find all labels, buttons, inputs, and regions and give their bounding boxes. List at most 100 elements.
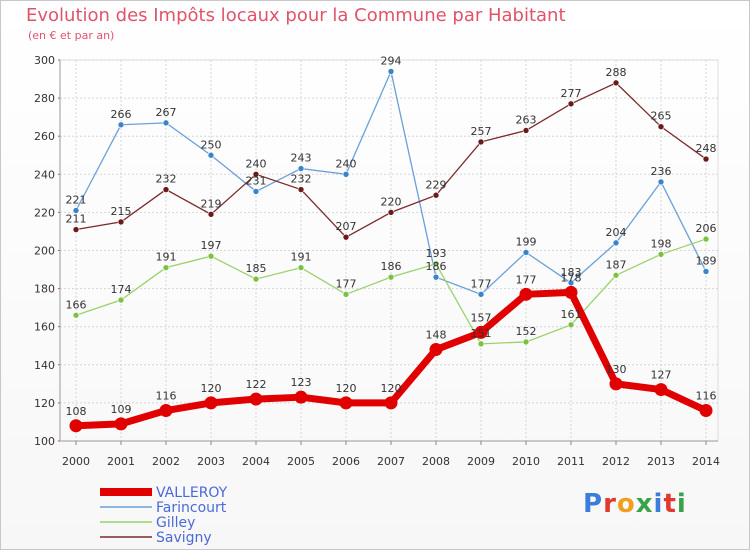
data-point-gilley [117,296,125,304]
data-point-savigny [387,209,395,216]
legend-label-farincourt: Farincourt [156,500,227,516]
data-point-farincourt [567,279,575,287]
data-label-valleroy: 178 [561,271,582,284]
y-tick-label: 300 [34,54,55,67]
data-label-valleroy: 127 [651,369,672,382]
data-point-savigny [72,226,80,233]
data-label-valleroy: 130 [606,363,627,376]
x-tick-label: 2007 [377,455,405,468]
data-label-valleroy: 122 [246,378,267,391]
legend-label-valleroy: VALLEROY [156,485,228,501]
data-point-savigny [162,186,170,193]
data-label-farincourt: 204 [606,226,627,239]
x-tick-label: 2004 [242,455,270,468]
x-tick-label: 2013 [647,455,675,468]
data-label-farincourt: 294 [381,54,402,67]
data-label-gilley: 198 [651,237,672,250]
data-label-savigny: 232 [291,173,312,186]
data-label-savigny: 229 [426,178,447,191]
data-label-valleroy: 120 [201,382,222,395]
data-label-farincourt: 266 [111,108,132,121]
data-point-valleroy [204,396,218,410]
data-label-valleroy: 123 [291,376,312,389]
x-tick-label: 2005 [287,455,315,468]
data-label-savigny: 211 [66,213,87,226]
data-point-savigny [432,191,440,199]
chart-subtitle: (en € et par an) [28,29,115,42]
data-label-farincourt: 240 [336,157,357,170]
data-point-savigny [297,186,305,193]
data-point-savigny [567,100,575,108]
data-label-gilley: 177 [336,277,357,290]
data-point-farincourt [387,68,395,75]
data-point-farincourt [657,178,665,186]
data-label-savigny: 207 [336,220,357,233]
data-label-gilley: 151 [471,327,492,340]
data-label-savigny: 257 [471,125,492,138]
data-label-valleroy: 109 [111,403,132,416]
data-point-gilley [297,264,305,271]
data-label-gilley: 152 [516,325,537,338]
data-label-gilley: 193 [426,247,447,260]
series-group [69,68,713,433]
chart-title: Evolution des Impôts locaux pour la Comm… [26,5,566,26]
data-label-gilley: 186 [381,260,402,273]
y-tick-label: 280 [34,92,55,105]
data-point-gilley [252,275,260,283]
data-point-farincourt [297,165,305,172]
data-label-savigny: 248 [696,142,717,155]
data-point-gilley [702,235,710,243]
data-label-gilley: 197 [201,239,222,252]
data-label-valleroy: 120 [336,382,357,395]
data-label-savigny: 219 [201,197,222,210]
y-tick-label: 180 [34,283,55,296]
data-label-farincourt: 243 [291,152,312,165]
data-label-gilley: 185 [246,262,267,275]
data-label-valleroy: 120 [381,382,402,395]
data-label-savigny: 265 [651,110,672,123]
data-point-farincourt [522,249,530,256]
y-tick-label: 120 [34,397,55,410]
data-label-gilley: 191 [156,251,177,264]
data-point-farincourt [72,207,80,214]
x-tick-label: 2000 [62,455,90,468]
data-label-farincourt: 236 [651,165,672,178]
data-label-farincourt: 267 [156,106,177,119]
data-label-valleroy: 116 [156,390,177,403]
data-point-savigny [252,171,260,178]
data-label-farincourt: 221 [66,193,87,206]
y-tick-label: 100 [34,435,55,448]
data-label-farincourt: 250 [201,138,222,151]
data-label-savigny: 263 [516,113,537,126]
y-tick-label: 240 [34,168,55,181]
x-tick-label: 2003 [197,455,225,468]
y-tick-label: 220 [34,206,55,219]
data-point-farincourt [252,188,260,195]
data-point-farincourt [162,119,170,127]
data-point-valleroy [654,383,668,397]
data-point-valleroy [294,390,308,404]
proxiti-logo: Proxiti [583,489,687,519]
data-label-gilley: 161 [561,308,582,321]
data-point-valleroy [699,404,713,418]
data-label-valleroy: 108 [66,405,87,418]
data-point-gilley [567,321,575,329]
data-label-farincourt: 199 [516,235,537,248]
data-point-valleroy [429,343,443,357]
axes: 100 120 140 160 180 200 220 240 260 280 300 2000 200… [34,54,720,468]
data-label-savigny: 240 [246,157,267,170]
logo-letter: r [603,489,617,519]
data-point-valleroy [519,287,533,301]
legend-label-savigny: Savigny [156,530,212,546]
data-label-farincourt: 183 [561,266,582,279]
data-label-gilley: 174 [111,283,132,296]
data-point-valleroy [249,392,263,406]
data-label-savigny: 288 [606,66,627,79]
data-point-farincourt [432,273,440,281]
data-point-farincourt [477,291,485,298]
data-point-valleroy [114,417,128,431]
data-point-valleroy [339,396,353,410]
data-label-savigny: 215 [111,205,132,218]
